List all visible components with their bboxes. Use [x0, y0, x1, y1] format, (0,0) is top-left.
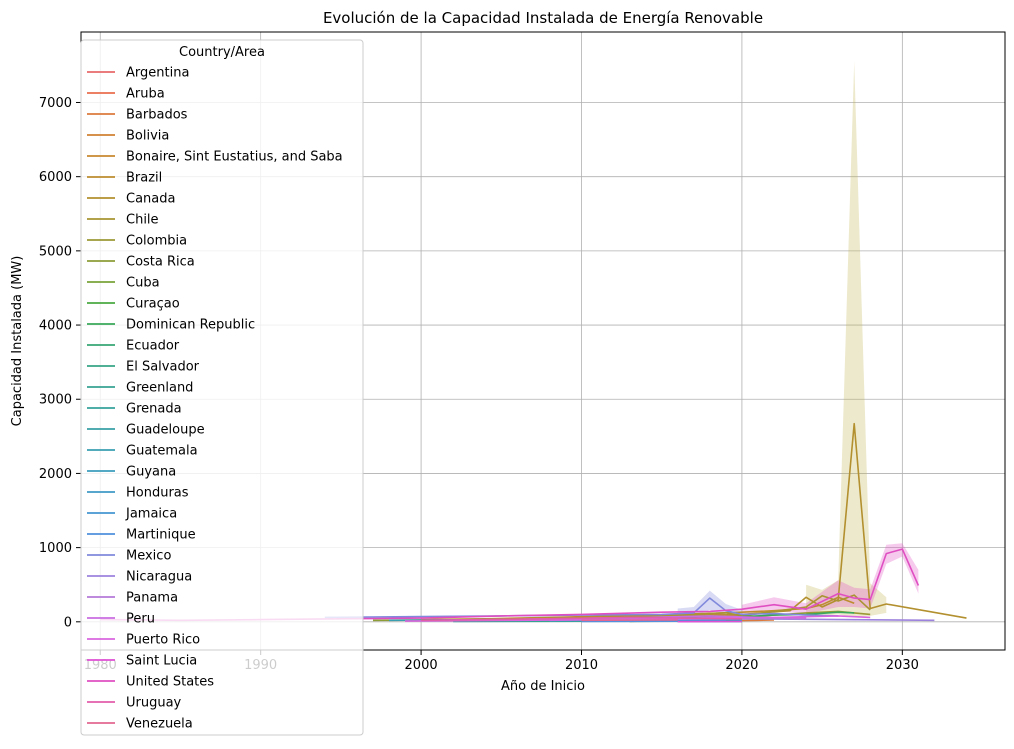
legend-label: Canada — [126, 192, 175, 207]
legend-label: Nicaragua — [126, 570, 192, 585]
legend-label: Mexico — [126, 549, 171, 564]
legend-label: United States — [126, 675, 214, 690]
x-tick-label: 2020 — [725, 658, 758, 673]
legend-label: Martinique — [126, 528, 196, 543]
legend-label: El Salvador — [126, 360, 200, 375]
x-tick-label: 2000 — [405, 658, 438, 673]
legend-title: Country/Area — [179, 45, 265, 60]
y-tick-label: 5000 — [39, 244, 72, 259]
y-axis-label: Capacidad Instalada (MW) — [10, 256, 25, 427]
legend-label: Saint Lucia — [126, 654, 197, 669]
legend-label: Bonaire, Sint Eustatius, and Saba — [126, 150, 343, 165]
confidence-band-canada — [806, 62, 886, 618]
legend-label: Barbados — [126, 108, 188, 123]
legend-label: Ecuador — [126, 339, 180, 354]
legend-label: Honduras — [126, 486, 189, 501]
legend-label: Guyana — [126, 465, 176, 480]
legend-label: Grenada — [126, 402, 182, 417]
legend-label: Greenland — [126, 381, 193, 396]
legend-label: Colombia — [126, 234, 187, 249]
legend-label: Panama — [126, 591, 178, 606]
legend-label: Uruguay — [126, 696, 182, 711]
y-tick-label: 7000 — [39, 96, 72, 111]
legend-label: Chile — [126, 213, 159, 228]
legend-box — [81, 40, 363, 735]
legend-label: Costa Rica — [126, 255, 195, 270]
legend-label: Cuba — [126, 276, 160, 291]
legend-label: Guatemala — [126, 444, 198, 459]
legend-label: Peru — [126, 612, 155, 627]
y-tick-label: 0 — [64, 615, 72, 630]
legend-label: Jamaica — [125, 507, 177, 522]
legend-label: Curaçao — [126, 297, 180, 312]
y-tick-label: 2000 — [39, 467, 72, 482]
y-tick-label: 6000 — [39, 170, 72, 185]
legend-label: Guadeloupe — [126, 423, 205, 438]
confidence-bands — [678, 62, 919, 618]
chart-title: Evolución de la Capacidad Instalada de E… — [323, 9, 763, 27]
y-tick-label: 4000 — [39, 319, 72, 334]
x-tick-label: 2010 — [565, 658, 598, 673]
legend-label: Dominican Republic — [126, 318, 255, 333]
legend-label: Bolivia — [126, 129, 169, 144]
legend-label: Argentina — [126, 66, 189, 81]
legend-label: Brazil — [126, 171, 162, 186]
legend: Country/Area Argentina Aruba Barbados Boliv… — [81, 40, 363, 735]
y-tick-label: 3000 — [39, 393, 72, 408]
x-tick-label: 2030 — [886, 658, 919, 673]
y-tick-label: 1000 — [39, 541, 72, 556]
legend-label: Puerto Rico — [126, 633, 200, 648]
x-axis-label: Año de Inicio — [501, 679, 585, 694]
legend-label: Aruba — [126, 87, 165, 102]
legend-label: Venezuela — [126, 717, 193, 732]
